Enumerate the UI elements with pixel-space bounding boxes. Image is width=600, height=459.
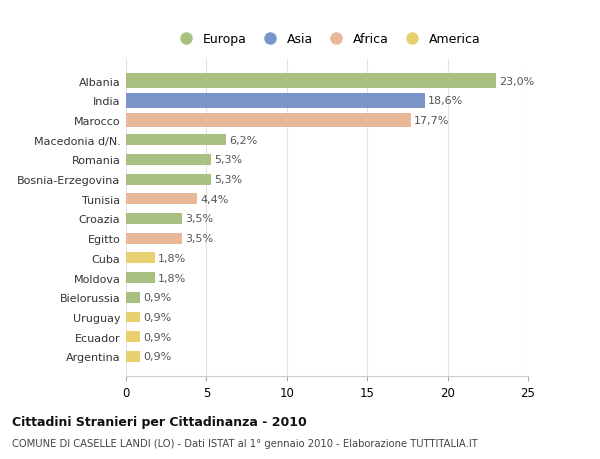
Text: 0,9%: 0,9% bbox=[143, 352, 172, 362]
Text: 4,4%: 4,4% bbox=[200, 194, 229, 204]
Text: 5,3%: 5,3% bbox=[214, 175, 242, 185]
Bar bbox=[126, 135, 226, 146]
Text: 0,9%: 0,9% bbox=[143, 332, 172, 342]
Text: 3,5%: 3,5% bbox=[185, 234, 214, 244]
Text: 6,2%: 6,2% bbox=[229, 135, 257, 146]
Text: Cittadini Stranieri per Cittadinanza - 2010: Cittadini Stranieri per Cittadinanza - 2… bbox=[12, 415, 307, 428]
Text: 0,9%: 0,9% bbox=[143, 312, 172, 322]
Bar bbox=[126, 155, 211, 165]
Bar bbox=[126, 74, 496, 89]
Bar bbox=[126, 331, 140, 342]
Bar bbox=[126, 213, 182, 224]
Bar bbox=[126, 194, 197, 205]
Text: 5,3%: 5,3% bbox=[214, 155, 242, 165]
Bar bbox=[126, 233, 182, 244]
Bar bbox=[126, 253, 155, 264]
Text: 17,7%: 17,7% bbox=[414, 116, 449, 126]
Legend: Europa, Asia, Africa, America: Europa, Asia, Africa, America bbox=[168, 28, 486, 51]
Text: 0,9%: 0,9% bbox=[143, 293, 172, 302]
Bar bbox=[126, 174, 211, 185]
Text: 3,5%: 3,5% bbox=[185, 214, 214, 224]
Bar bbox=[126, 292, 140, 303]
Bar bbox=[126, 94, 425, 108]
Text: 1,8%: 1,8% bbox=[158, 273, 187, 283]
Bar bbox=[126, 113, 410, 128]
Text: 23,0%: 23,0% bbox=[499, 77, 535, 86]
Text: 1,8%: 1,8% bbox=[158, 253, 187, 263]
Bar bbox=[126, 312, 140, 323]
Text: COMUNE DI CASELLE LANDI (LO) - Dati ISTAT al 1° gennaio 2010 - Elaborazione TUTT: COMUNE DI CASELLE LANDI (LO) - Dati ISTA… bbox=[12, 438, 478, 448]
Bar bbox=[126, 351, 140, 362]
Text: 18,6%: 18,6% bbox=[428, 96, 464, 106]
Bar bbox=[126, 273, 155, 283]
